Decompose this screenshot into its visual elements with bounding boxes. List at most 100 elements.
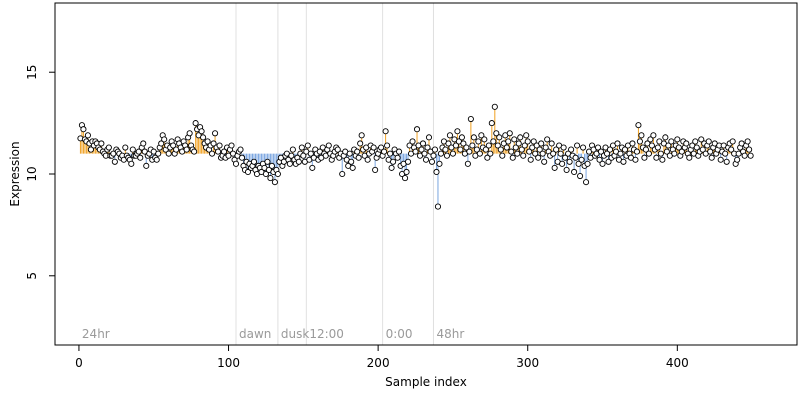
data-point xyxy=(215,148,222,155)
data-point xyxy=(165,150,172,157)
data-point xyxy=(482,146,489,153)
data-point xyxy=(542,144,549,151)
data-point xyxy=(286,160,293,167)
data-point xyxy=(200,134,207,141)
data-point xyxy=(662,134,669,141)
data-point xyxy=(412,148,419,155)
data-point xyxy=(437,150,445,157)
data-point xyxy=(578,156,585,163)
data-point xyxy=(434,203,442,210)
data-point xyxy=(466,148,473,155)
data-point xyxy=(295,158,302,165)
data-point xyxy=(155,150,162,157)
data-point xyxy=(577,172,584,180)
data-point xyxy=(355,154,362,161)
data-point xyxy=(620,158,627,165)
data-point xyxy=(508,148,515,155)
x-tick-label: 200 xyxy=(367,356,390,370)
data-point xyxy=(536,146,543,153)
data-point xyxy=(665,142,672,149)
data-point xyxy=(478,132,485,139)
data-point xyxy=(518,146,525,153)
data-point xyxy=(717,156,724,163)
data-point xyxy=(544,136,551,143)
data-point xyxy=(413,126,421,133)
data-point xyxy=(698,136,705,143)
data-point xyxy=(334,146,341,153)
data-point xyxy=(526,148,533,155)
data-point xyxy=(430,152,437,159)
data-point xyxy=(641,154,648,161)
data-point xyxy=(84,132,91,139)
data-point xyxy=(524,138,531,145)
data-point xyxy=(514,150,521,157)
data-point xyxy=(550,150,557,157)
data-point xyxy=(746,146,753,153)
data-point xyxy=(460,140,467,147)
data-point xyxy=(741,152,748,159)
data-point xyxy=(463,144,470,151)
data-point xyxy=(304,142,311,149)
data-point xyxy=(671,150,678,157)
data-point xyxy=(699,146,706,153)
data-point xyxy=(708,154,715,161)
data-point xyxy=(298,144,305,151)
data-point xyxy=(532,150,539,157)
data-point xyxy=(307,150,314,157)
data-point xyxy=(80,126,87,133)
data-point xyxy=(387,150,394,157)
marker-label: 0:00 xyxy=(386,327,413,341)
data-point xyxy=(418,146,425,153)
data-point xyxy=(198,128,205,135)
data-point xyxy=(268,162,275,169)
data-point xyxy=(594,144,602,151)
data-point xyxy=(457,146,464,153)
data-point xyxy=(496,134,503,141)
data-point xyxy=(497,146,504,153)
data-point xyxy=(683,140,690,147)
data-point xyxy=(349,164,356,171)
data-point xyxy=(675,144,682,151)
data-point xyxy=(629,140,636,147)
data-point xyxy=(458,134,465,141)
data-point xyxy=(402,175,409,182)
data-point xyxy=(571,168,578,176)
data-point xyxy=(354,148,361,155)
data-point xyxy=(560,144,567,151)
data-point xyxy=(390,158,397,165)
data-point xyxy=(153,156,160,163)
data-point xyxy=(358,132,365,139)
data-point xyxy=(384,142,391,149)
data-point xyxy=(551,164,558,171)
data-points xyxy=(77,103,754,210)
data-point xyxy=(244,168,252,176)
data-point xyxy=(633,148,640,155)
marker-label: dusk xyxy=(281,327,309,341)
marker-label: 12:00 xyxy=(309,327,344,341)
data-point xyxy=(192,120,199,127)
data-point xyxy=(445,140,452,147)
data-point xyxy=(129,146,136,153)
data-point xyxy=(597,148,605,155)
data-point xyxy=(421,150,428,157)
data-point xyxy=(122,144,129,151)
data-point xyxy=(636,138,643,145)
data-point xyxy=(548,140,555,147)
data-point xyxy=(357,140,364,147)
data-point xyxy=(557,150,564,157)
data-point xyxy=(394,154,401,161)
y-tick-label: 10 xyxy=(25,166,39,181)
data-point xyxy=(346,150,353,157)
data-point xyxy=(605,158,612,165)
data-point xyxy=(678,148,685,155)
data-point xyxy=(436,160,443,167)
data-point xyxy=(105,144,112,151)
data-point xyxy=(388,164,395,171)
data-point xyxy=(348,158,355,165)
data-point xyxy=(538,140,545,147)
data-point xyxy=(475,138,482,145)
data-point xyxy=(442,146,449,153)
deviation-stems xyxy=(79,106,752,207)
data-point xyxy=(728,146,735,153)
